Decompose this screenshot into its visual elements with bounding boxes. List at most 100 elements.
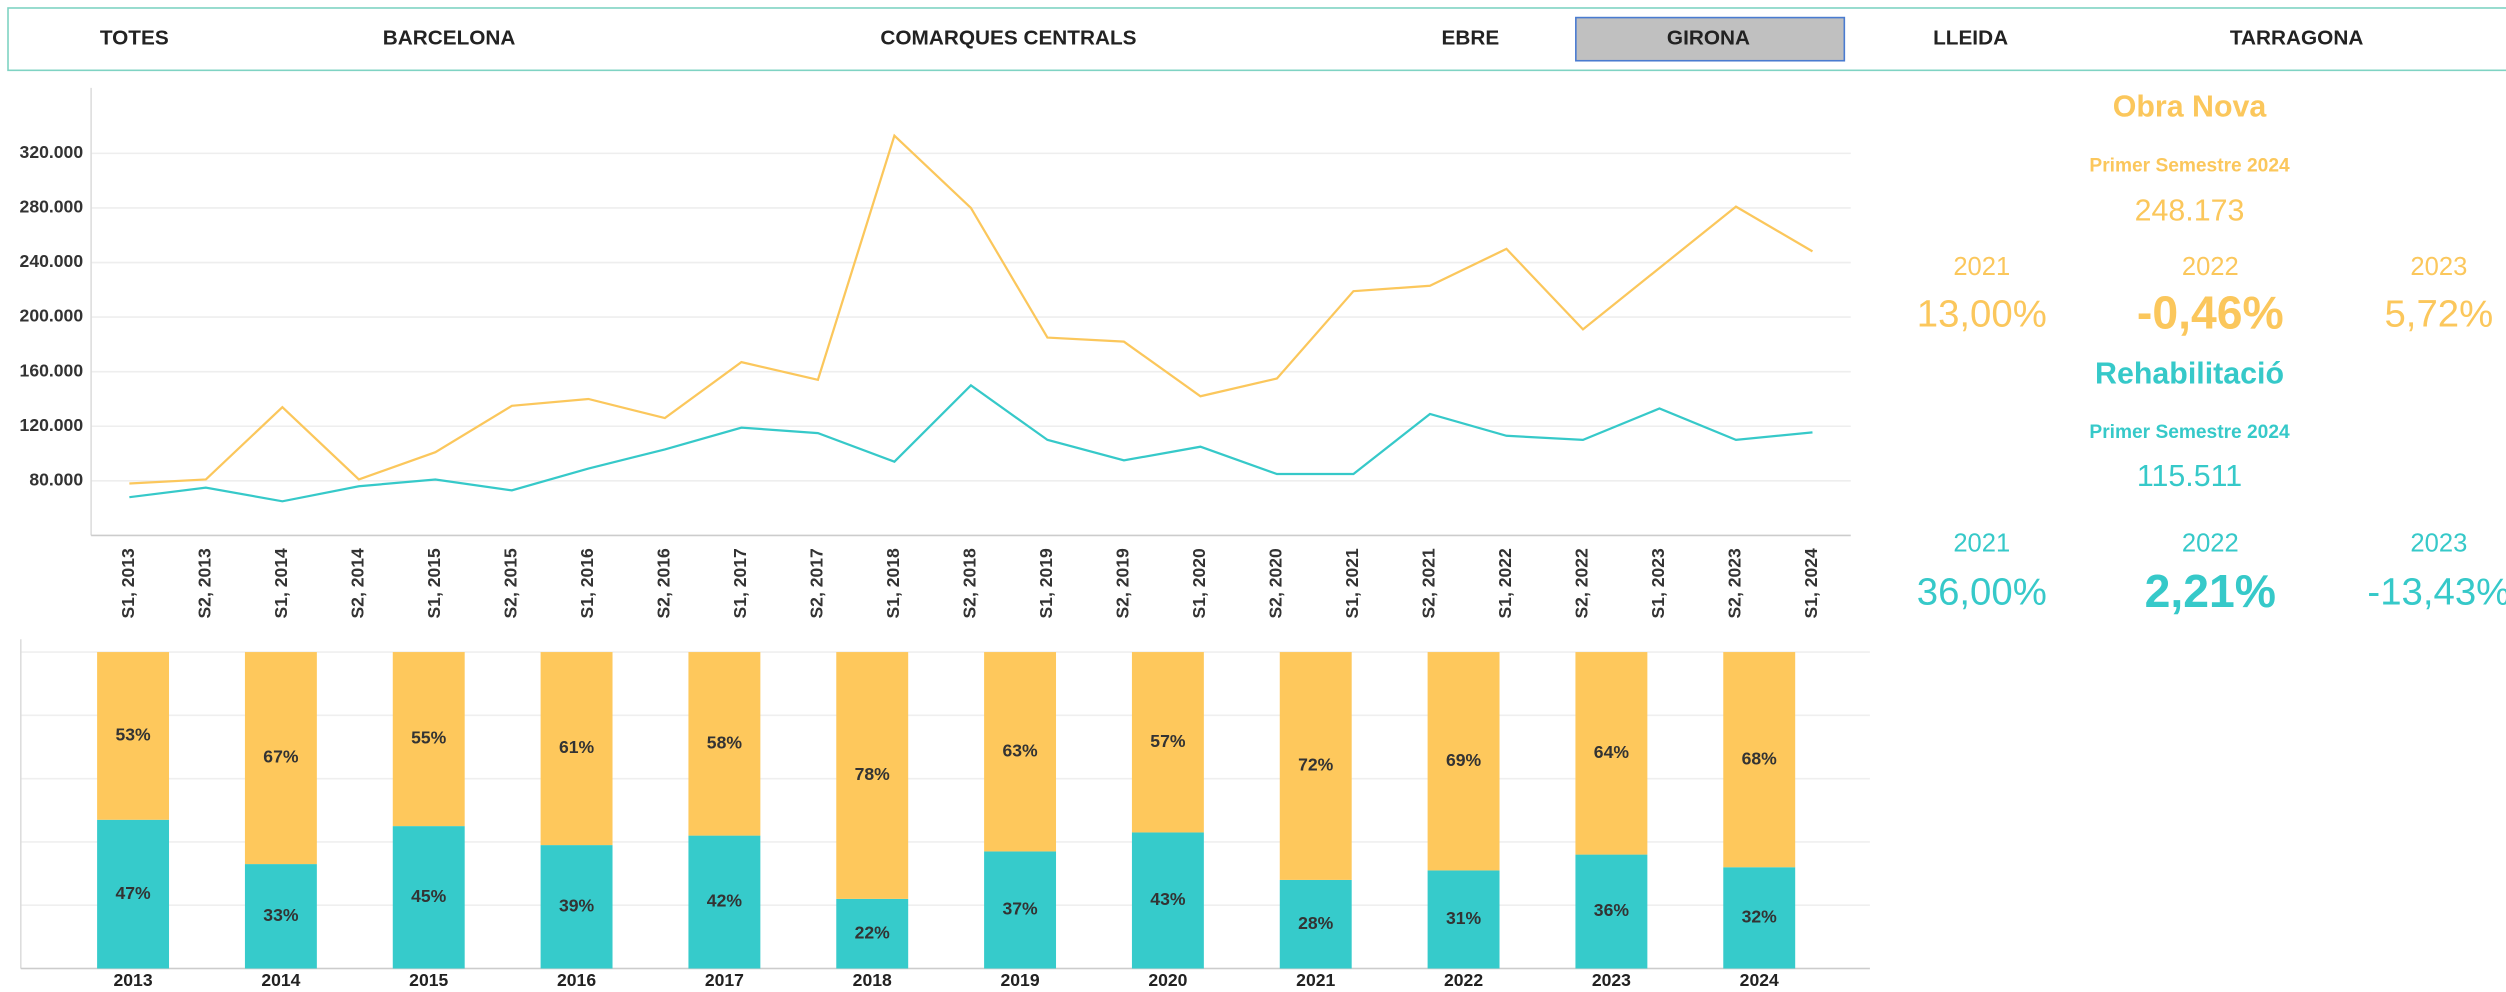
tab[interactable]: BARCELONA xyxy=(383,27,516,50)
bar-value-label: 61% xyxy=(559,737,595,757)
kpi-year: 2023 xyxy=(2410,253,2467,281)
tab-label[interactable]: BARCELONA xyxy=(383,27,516,50)
bar-segment xyxy=(688,835,761,969)
y-tick-label: 160.000 xyxy=(20,360,84,380)
kpi-year: 2023 xyxy=(2410,530,2467,558)
tab[interactable]: TOTES xyxy=(100,27,169,50)
kpi-change: 36,00% xyxy=(1917,571,2047,614)
bar-segment xyxy=(984,851,1057,969)
x-tick-label: 2021 xyxy=(1296,970,1335,990)
kpi-year: 2021 xyxy=(1953,530,2010,558)
kpi-year: 2021 xyxy=(1953,253,2010,281)
x-tick-label: S1, 2018 xyxy=(883,548,903,619)
x-tick-label: S2, 2018 xyxy=(960,548,980,619)
x-tick-label: S2, 2015 xyxy=(501,548,521,619)
kpi-year: 2022 xyxy=(2182,530,2239,558)
kpi-title: Rehabilitació xyxy=(2095,358,2284,391)
kpi-title: Obra Nova xyxy=(2113,91,2268,124)
x-tick-label: S1, 2024 xyxy=(1801,548,1821,619)
bar-segment xyxy=(1427,870,1500,969)
kpi-change: -13,43% xyxy=(2367,571,2506,614)
bar-value-label: 69% xyxy=(1446,750,1482,770)
y-tick-label: 280.000 xyxy=(20,197,84,217)
x-tick-label: S1, 2014 xyxy=(271,548,291,619)
bar-value-label: 64% xyxy=(1594,742,1630,762)
x-tick-label: 2022 xyxy=(1444,970,1483,990)
bar-segment xyxy=(392,826,465,969)
bar-segment xyxy=(540,652,613,846)
x-tick-label: 2019 xyxy=(1001,970,1040,990)
bar-segment xyxy=(540,845,613,969)
tab-label[interactable]: GIRONA xyxy=(1667,27,1750,50)
x-tick-label: S2, 2020 xyxy=(1266,548,1286,619)
bar-segment xyxy=(1575,652,1648,855)
bar-value-label: 47% xyxy=(115,883,151,903)
kpi-change: -0,46% xyxy=(2137,287,2284,339)
bar-value-label: 63% xyxy=(1002,740,1038,760)
bar-value-label: 37% xyxy=(1002,899,1038,919)
bar-value-label: 53% xyxy=(115,725,151,745)
tab[interactable]: LLEIDA xyxy=(1933,27,2008,50)
bar-value-label: 45% xyxy=(411,886,447,906)
x-tick-label: S1, 2022 xyxy=(1495,548,1515,619)
bar-value-label: 67% xyxy=(263,747,299,767)
x-tick-label: S1, 2021 xyxy=(1342,548,1362,619)
bar-segment xyxy=(1723,867,1796,969)
x-tick-label: 2016 xyxy=(557,970,596,990)
bar-segment xyxy=(836,652,909,899)
x-tick-label: S2, 2017 xyxy=(807,548,827,618)
x-tick-label: S1, 2023 xyxy=(1648,548,1668,619)
bar-value-label: 39% xyxy=(559,895,595,915)
tab-label[interactable]: LLEIDA xyxy=(1933,27,2008,50)
tab-bar xyxy=(7,7,2506,72)
x-tick-label: 2024 xyxy=(1740,970,1779,990)
tab-label[interactable]: COMARQUES CENTRALS xyxy=(880,27,1136,50)
bar-value-label: 78% xyxy=(855,764,891,784)
bar-segment xyxy=(688,652,761,836)
tab-label[interactable]: TARRAGONA xyxy=(2230,27,2363,50)
x-tick-label: S1, 2017 xyxy=(730,548,750,618)
bar-segment xyxy=(244,864,317,969)
kpi-change: 2,21% xyxy=(2145,565,2276,617)
bar-segment xyxy=(392,652,465,827)
bar-segment xyxy=(97,819,170,969)
bar-segment xyxy=(836,898,909,969)
tab-selected-bg[interactable] xyxy=(1575,16,1846,62)
bar-value-label: 22% xyxy=(855,922,891,942)
x-tick-label: 2015 xyxy=(409,970,448,990)
bar-segment xyxy=(1723,652,1796,868)
bar-value-label: 42% xyxy=(707,891,743,911)
x-tick-label: 2017 xyxy=(705,970,744,990)
y-tick-label: 200.000 xyxy=(20,306,84,326)
bar-value-label: 28% xyxy=(1298,913,1334,933)
y-tick-label: 120.000 xyxy=(20,415,84,435)
tab[interactable]: TARRAGONA xyxy=(2230,27,2363,50)
kpi-year: 2022 xyxy=(2182,253,2239,281)
x-tick-label: S2, 2023 xyxy=(1725,548,1745,619)
bar-value-label: 72% xyxy=(1298,755,1334,775)
tab-label[interactable]: EBRE xyxy=(1442,27,1500,50)
x-tick-label: S1, 2020 xyxy=(1189,548,1209,619)
x-tick-label: S1, 2013 xyxy=(118,548,138,619)
x-tick-label: 2023 xyxy=(1592,970,1631,990)
kpi-change: 5,72% xyxy=(2384,293,2493,336)
tab[interactable]: EBRE xyxy=(1442,27,1500,50)
tab[interactable]: GIRONA xyxy=(1575,16,1846,62)
x-tick-label: S2, 2013 xyxy=(195,548,215,619)
x-tick-label: S2, 2019 xyxy=(1113,548,1133,619)
tab-label[interactable]: TOTES xyxy=(100,27,169,50)
x-tick-label: S1, 2019 xyxy=(1036,548,1056,619)
bar-segment xyxy=(1279,652,1352,880)
tab[interactable]: COMARQUES CENTRALS xyxy=(880,27,1136,50)
x-tick-label: S2, 2016 xyxy=(654,548,674,619)
bar-value-label: 31% xyxy=(1446,908,1482,928)
bar-segment xyxy=(1279,879,1352,969)
bar-value-label: 33% xyxy=(263,905,299,925)
x-tick-label: S2, 2014 xyxy=(348,548,368,619)
bar-value-label: 68% xyxy=(1742,748,1778,768)
bar-segment xyxy=(1575,854,1648,969)
x-tick-label: 2014 xyxy=(261,970,300,990)
bar-value-label: 57% xyxy=(1150,731,1186,751)
line-series xyxy=(129,383,1813,503)
